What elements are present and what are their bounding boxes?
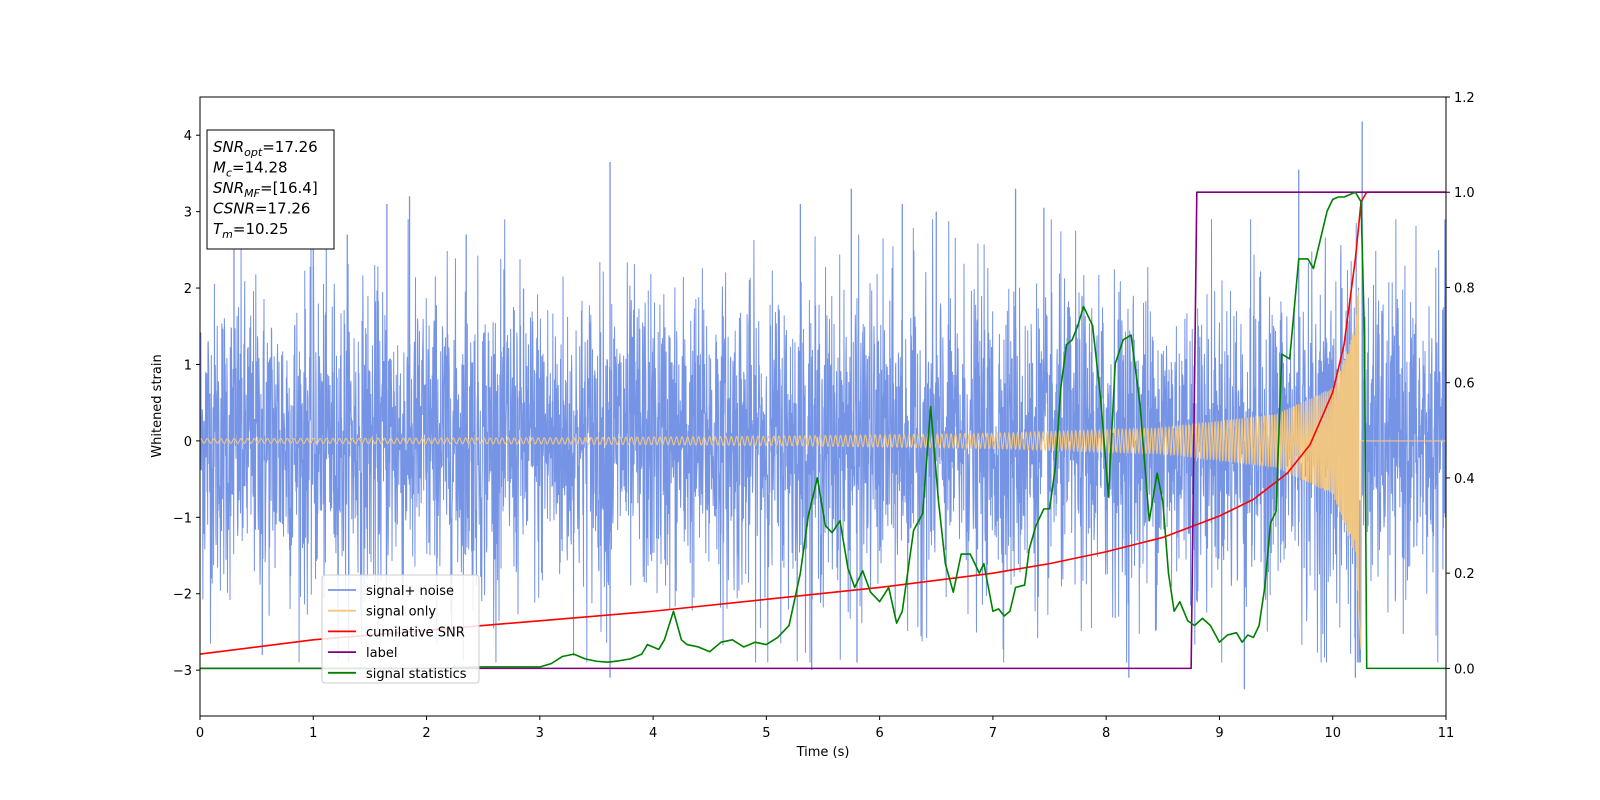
annotation-line: Tm=10.25 — [213, 220, 288, 241]
y-tick-label: −2 — [173, 588, 192, 603]
y2-tick-label: 0.6 — [1454, 377, 1475, 392]
x-tick-label: 4 — [649, 726, 657, 741]
x-tick-label: 5 — [762, 726, 770, 741]
x-tick-label: 2 — [422, 726, 430, 741]
y2-tick-label: 0.4 — [1454, 472, 1475, 487]
plot-area — [200, 121, 1446, 690]
annotation-line: SNRopt=17.26 — [213, 138, 318, 159]
y-axis-left-ticks: 4 3 2 1 0 −1 −2 −3 — [173, 129, 200, 679]
annotation-line: CSNR=17.26 — [213, 200, 310, 218]
x-tick-label: 11 — [1438, 726, 1455, 741]
legend-label: signal+ noise — [366, 584, 454, 599]
series-signal-statistics — [200, 191, 1446, 670]
axes-frame — [199, 96, 1447, 717]
annotation-line: SNRMF=[16.4] — [213, 179, 318, 200]
x-tick-label: 3 — [536, 726, 544, 741]
y2-tick-label: 0.8 — [1454, 281, 1475, 296]
legend-label: signal statistics — [366, 667, 467, 682]
x-axis-label: Time (s) — [796, 745, 850, 760]
x-axis-ticks: 0 1 2 3 4 5 6 7 8 9 10 11 — [196, 716, 1454, 741]
series-signal-only — [200, 290, 1446, 650]
y-tick-label: 0 — [184, 435, 192, 450]
y2-tick-label: 1.0 — [1454, 186, 1475, 201]
y2-tick-label: 0.0 — [1454, 662, 1475, 677]
series-label — [200, 191, 1446, 670]
x-tick-label: 8 — [1102, 726, 1110, 741]
y-tick-label: 3 — [184, 206, 192, 221]
x-tick-label: 7 — [989, 726, 997, 741]
legend: signal+ noise signal only cumilative SNR la… — [321, 574, 480, 684]
y-tick-label: −1 — [173, 511, 192, 526]
legend-label: label — [366, 646, 397, 661]
x-tick-label: 10 — [1324, 726, 1341, 741]
legend-label: cumilative SNR — [366, 625, 465, 640]
y-axis-label: Whitened strain — [150, 354, 165, 457]
x-tick-label: 1 — [309, 726, 317, 741]
y-tick-label: 4 — [184, 129, 192, 144]
x-tick-label: 0 — [196, 726, 204, 741]
annotation-line: Mc=14.28 — [213, 159, 288, 180]
legend-label: signal only — [366, 605, 436, 620]
y2-tick-label: 1.2 — [1454, 91, 1475, 106]
y-tick-label: −3 — [173, 664, 192, 679]
x-tick-label: 9 — [1215, 726, 1223, 741]
y-tick-label: 1 — [184, 358, 192, 373]
x-tick-label: 6 — [875, 726, 883, 741]
y-axis-right-ticks: 1.2 1.0 0.8 0.6 0.4 0.2 0.0 — [1446, 91, 1475, 677]
annotation-box: SNRopt=17.26Mc=14.28SNRMF=[16.4]CSNR=17.… — [206, 129, 335, 250]
y-tick-label: 2 — [184, 282, 192, 297]
series-cumulative-snr — [200, 191, 1446, 655]
y2-tick-label: 0.2 — [1454, 567, 1475, 582]
